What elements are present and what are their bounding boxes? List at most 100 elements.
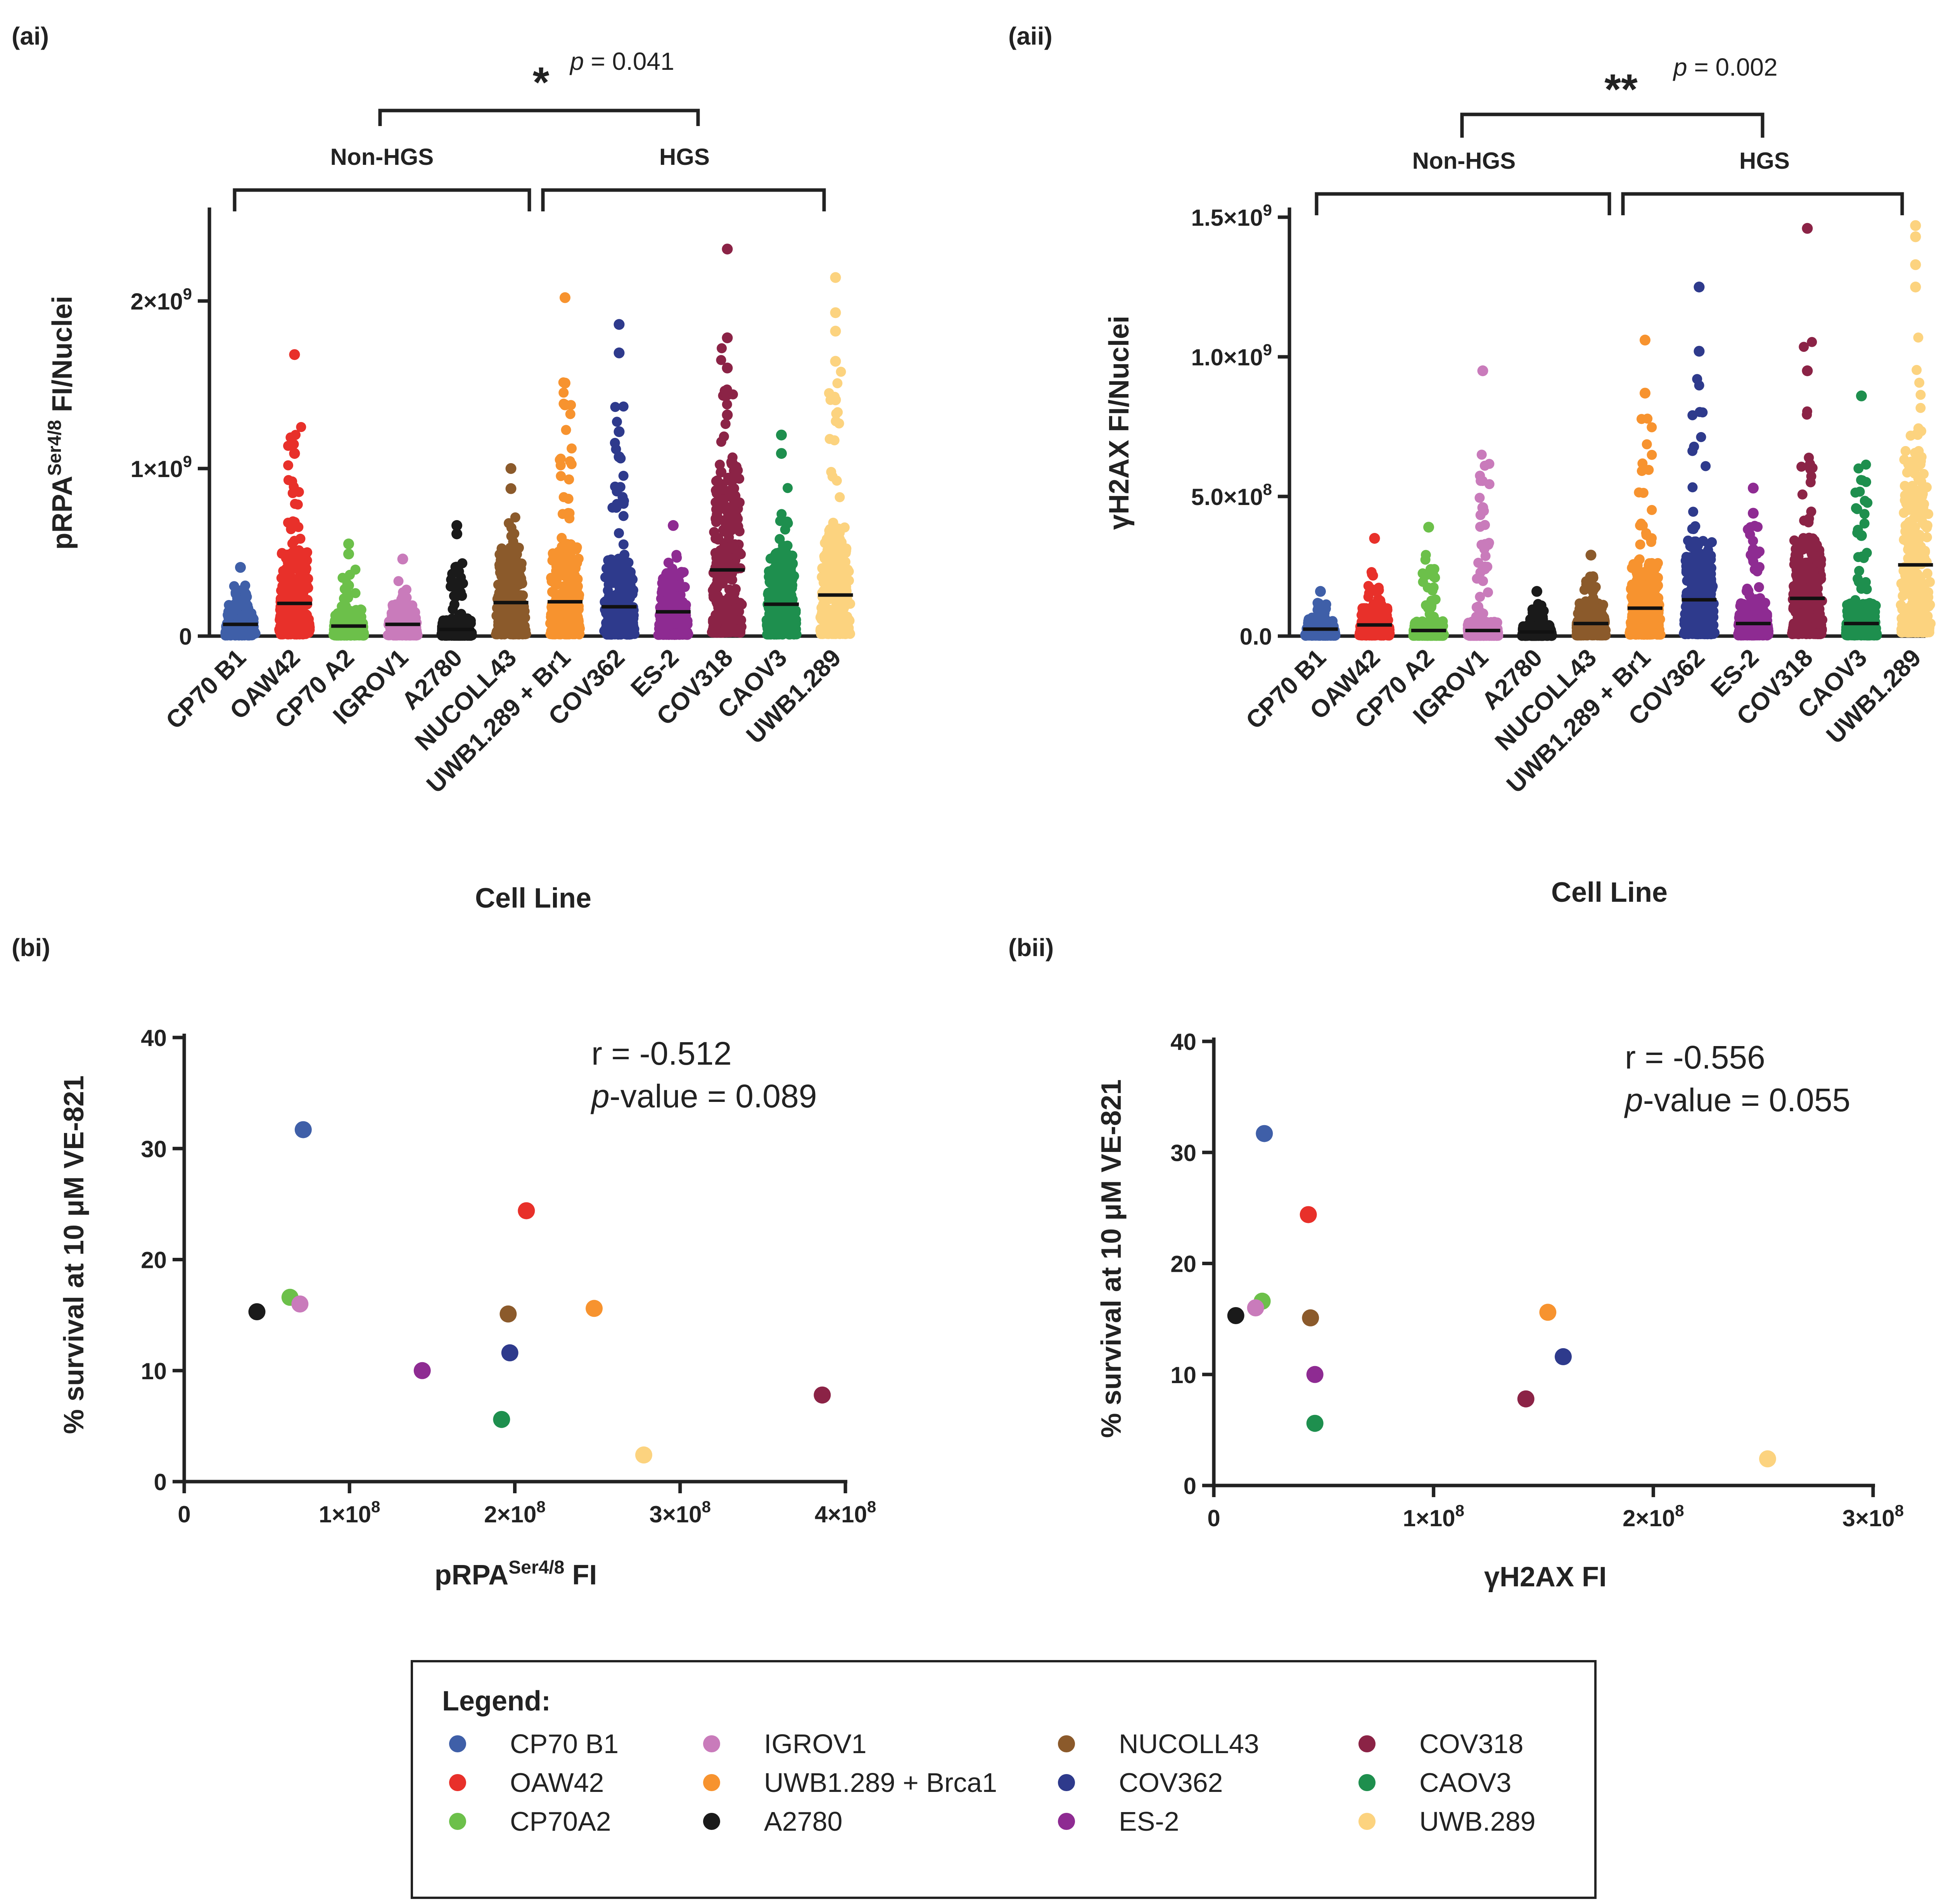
ai-tail-point-cp70-b1-27 bbox=[240, 580, 251, 591]
aii-y-tick-label-3-base: 1.5×10 bbox=[1191, 205, 1263, 231]
ai-tail-point-es-2-30 bbox=[667, 564, 677, 574]
ai-outlier-a2780-1 bbox=[451, 528, 462, 540]
ai-point-oaw42-256 bbox=[282, 549, 292, 560]
ai-tail-point-cp70-b1-33 bbox=[230, 587, 241, 598]
aii-tail-point-cp70-a2-32 bbox=[1428, 612, 1438, 622]
aii-tail-point-igrov1-32 bbox=[1472, 573, 1482, 584]
ai-tail-point-cov318-15 bbox=[720, 526, 730, 537]
ai-outlier-cp70-b1-0 bbox=[235, 562, 246, 573]
ai-tail-point-cov318-21 bbox=[720, 518, 731, 528]
ai-strip-es-2 bbox=[653, 520, 693, 640]
ai-tail-point-caov3-27 bbox=[779, 579, 790, 590]
ai-tail-point-a2780-30 bbox=[454, 610, 465, 621]
panel-label-ai: (ai) bbox=[12, 22, 49, 50]
ai-tail-point-uwb1-289-br1-31 bbox=[556, 533, 567, 543]
ai-tail-point-uwb1-289-26 bbox=[830, 553, 840, 564]
ai-tail-point-cov362-24 bbox=[614, 528, 624, 538]
ai-point-cov362-259 bbox=[621, 628, 632, 638]
ai-point-oaw42-249 bbox=[278, 611, 289, 622]
ai-tail-point-es-2-34 bbox=[674, 581, 685, 592]
ai-point-caov3-259 bbox=[777, 629, 787, 639]
ai-point-igrov1-253 bbox=[394, 629, 405, 640]
ai-outlier-uwb1-289-3 bbox=[830, 356, 841, 367]
ai-point-cov318-232 bbox=[710, 610, 721, 620]
ai-tail-point-oaw42-11 bbox=[293, 573, 304, 583]
ai-y-tick-label-1-base: 1×10 bbox=[130, 456, 183, 482]
y-axis-title-ai-main: pRPA bbox=[47, 476, 78, 550]
ai-strip-uwb1-289-br1 bbox=[545, 292, 585, 640]
ai-tail-point-cov362-29 bbox=[619, 496, 629, 506]
ai-tail-point-a2780-23 bbox=[451, 591, 461, 602]
ai-tail-point-uwb1-289-br1-13 bbox=[557, 568, 568, 579]
ai-tail-point-uwb1-289-33 bbox=[835, 492, 845, 502]
aii-tail-point-igrov1-28 bbox=[1482, 562, 1493, 572]
ai-tail-point-cov362-18 bbox=[610, 402, 620, 412]
ai-point-cov318-211 bbox=[709, 527, 719, 537]
ai-tail-point-caov3-33 bbox=[769, 581, 780, 591]
ai-point-oaw42-247 bbox=[276, 594, 286, 604]
ai-tail-point-nucoll43-29 bbox=[506, 593, 517, 603]
ai-outlier-cp70-a2-0 bbox=[343, 538, 354, 550]
ai-point-uwb1-289-259 bbox=[816, 614, 827, 624]
aii-tail-point-oaw42-33 bbox=[1375, 595, 1385, 606]
ai-outlier-caov3-0 bbox=[776, 429, 787, 441]
ai-point-cov318-247 bbox=[729, 462, 740, 473]
group-label-non-hgs-ai: Non-HGS bbox=[330, 144, 434, 170]
ai-point-cov362-205 bbox=[625, 570, 635, 580]
ai-tail-point-oaw42-19 bbox=[295, 553, 306, 564]
ai-y-tick-label-0-base: 0 bbox=[179, 624, 192, 650]
ai-point-cov362-248 bbox=[622, 616, 633, 626]
ai-y-tick-label-1: 1×109 bbox=[130, 452, 192, 482]
ai-outlier-uwb1-289-br1-2 bbox=[560, 399, 570, 410]
ai-y-tick-label-1-exp: 9 bbox=[183, 452, 192, 470]
ai-point-oaw42-253 bbox=[283, 557, 293, 568]
p-value-aii: p = 0.002 bbox=[1673, 53, 1778, 81]
ai-tail-point-cov362-19 bbox=[612, 486, 622, 496]
ai-point-cov362-226 bbox=[615, 564, 626, 574]
ai-tail-point-uwb1-289-br1-27 bbox=[553, 548, 563, 558]
ai-tail-point-nucoll43-28 bbox=[513, 564, 523, 575]
ai-tail-point-uwb1-289-br1-21 bbox=[565, 456, 575, 467]
ai-point-cov318-250 bbox=[736, 599, 747, 610]
ai-point-oaw42-258 bbox=[285, 619, 295, 629]
ai-tail-point-cov318-28 bbox=[720, 419, 731, 429]
ai-tail-point-uwb1-289-br1-7 bbox=[566, 539, 576, 550]
group-label-non-hgs-aii: Non-HGS bbox=[1412, 148, 1516, 174]
ai-y-tick-label-2-exp: 9 bbox=[183, 285, 192, 303]
ai-point-cov318-259 bbox=[712, 511, 722, 521]
aii-y-tick-label-1-exp: 8 bbox=[1263, 480, 1272, 498]
ai-point-oaw42-255 bbox=[286, 629, 296, 639]
aii-outlier-igrov1-1 bbox=[1477, 502, 1488, 513]
ai-point-caov3-246 bbox=[789, 571, 799, 581]
aii-tail-point-oaw42-29 bbox=[1368, 571, 1378, 581]
ai-tail-point-uwb1-289-27 bbox=[836, 367, 846, 377]
ai-tail-point-a2780-16 bbox=[446, 574, 456, 585]
ai-tail-point-cp70-a2-28 bbox=[337, 610, 347, 621]
ai-strip-a2780 bbox=[436, 520, 477, 641]
ai-outlier-cov362-0 bbox=[613, 319, 625, 330]
ai-point-nucoll43-258 bbox=[502, 620, 512, 630]
ai-point-caov3-256 bbox=[767, 629, 777, 639]
aii-tail-point-oaw42-32 bbox=[1365, 609, 1376, 619]
ai-tail-point-caov3-26 bbox=[775, 516, 785, 526]
ai-outlier-cov362-1 bbox=[613, 347, 625, 358]
ai-tail-point-cov318-9 bbox=[719, 431, 729, 442]
ai-outlier-cp70-a2-1 bbox=[343, 548, 354, 560]
aii-tail-point-igrov1-9 bbox=[1478, 476, 1488, 486]
ai-point-cp70-a2-216 bbox=[356, 604, 366, 615]
ai-point-uwb1-289-br1-256 bbox=[547, 621, 558, 632]
ai-point-cov362-254 bbox=[609, 610, 619, 621]
ai-tail-point-cov362-10 bbox=[618, 401, 629, 412]
p-value-ai-prefix: p bbox=[569, 47, 584, 75]
ai-point-uwb1-289-br1-239 bbox=[573, 621, 584, 631]
group-label-hgs-ai: HGS bbox=[659, 144, 710, 170]
ai-point-nucoll43-256 bbox=[518, 627, 529, 638]
ai-point-nucoll43-236 bbox=[495, 629, 506, 639]
panel-label-aii: (aii) bbox=[1008, 22, 1052, 50]
ai-tail-point-uwb1-289-br1-33 bbox=[564, 508, 575, 519]
ai-tail-point-uwb1-289-34 bbox=[832, 378, 843, 389]
ai-outlier-cov318-0 bbox=[722, 244, 733, 255]
ai-tail-point-oaw42-12 bbox=[290, 430, 301, 440]
ai-outlier-a2780-0 bbox=[451, 520, 462, 531]
